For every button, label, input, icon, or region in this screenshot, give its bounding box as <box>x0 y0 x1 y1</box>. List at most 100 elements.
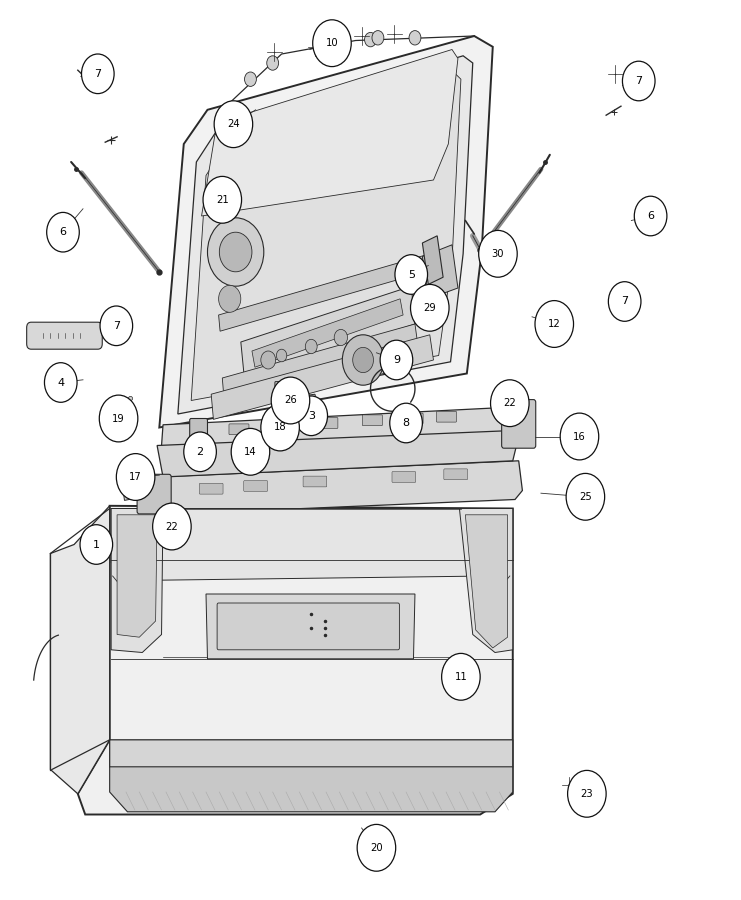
Text: 7: 7 <box>621 296 628 307</box>
Polygon shape <box>191 72 461 400</box>
Polygon shape <box>137 461 522 515</box>
Text: 4: 4 <box>57 377 64 388</box>
Circle shape <box>442 653 480 700</box>
Text: 3: 3 <box>308 410 315 421</box>
Circle shape <box>203 176 242 223</box>
Circle shape <box>372 31 384 45</box>
FancyBboxPatch shape <box>403 413 423 424</box>
Circle shape <box>535 301 574 347</box>
Circle shape <box>153 503 191 550</box>
Polygon shape <box>465 515 508 648</box>
Text: 14: 14 <box>244 446 257 457</box>
Text: 29: 29 <box>423 302 436 313</box>
Polygon shape <box>222 324 419 405</box>
Text: 6: 6 <box>59 227 67 238</box>
Circle shape <box>207 218 264 286</box>
Circle shape <box>99 395 138 442</box>
Circle shape <box>100 306 133 346</box>
Circle shape <box>261 351 276 369</box>
Polygon shape <box>422 245 458 299</box>
Polygon shape <box>202 50 458 216</box>
Polygon shape <box>110 740 513 785</box>
Circle shape <box>267 56 279 70</box>
Circle shape <box>313 20 351 67</box>
Text: 20: 20 <box>370 842 383 853</box>
Polygon shape <box>50 506 110 794</box>
Polygon shape <box>111 508 513 580</box>
FancyBboxPatch shape <box>444 469 468 480</box>
Circle shape <box>560 413 599 460</box>
Circle shape <box>634 196 667 236</box>
FancyBboxPatch shape <box>27 322 102 349</box>
Circle shape <box>245 72 256 86</box>
Circle shape <box>566 473 605 520</box>
Text: 23: 23 <box>580 788 594 799</box>
Circle shape <box>82 54 114 94</box>
Circle shape <box>479 230 517 277</box>
FancyBboxPatch shape <box>362 415 382 426</box>
Circle shape <box>409 31 421 45</box>
Text: 5: 5 <box>408 269 415 280</box>
Polygon shape <box>157 430 520 477</box>
Text: 25: 25 <box>579 491 592 502</box>
Circle shape <box>219 285 241 312</box>
Circle shape <box>214 101 253 148</box>
Circle shape <box>184 432 216 472</box>
Circle shape <box>411 284 449 331</box>
Circle shape <box>44 363 77 402</box>
Circle shape <box>334 329 348 346</box>
Polygon shape <box>110 767 513 812</box>
Text: 22: 22 <box>503 398 516 409</box>
Text: 7: 7 <box>113 320 120 331</box>
Text: 12: 12 <box>548 319 561 329</box>
Text: 24: 24 <box>227 119 240 130</box>
Circle shape <box>568 770 606 817</box>
Polygon shape <box>117 515 157 637</box>
Text: 2: 2 <box>196 446 204 457</box>
Circle shape <box>380 340 413 380</box>
Circle shape <box>491 380 529 427</box>
Circle shape <box>271 377 310 424</box>
Text: 17: 17 <box>129 472 142 482</box>
Polygon shape <box>241 286 415 380</box>
Polygon shape <box>159 36 493 428</box>
Text: 22: 22 <box>165 521 179 532</box>
Circle shape <box>365 32 376 47</box>
FancyBboxPatch shape <box>436 411 456 422</box>
Polygon shape <box>162 407 520 461</box>
Text: 7: 7 <box>94 68 102 79</box>
Polygon shape <box>252 299 403 367</box>
Polygon shape <box>78 506 513 814</box>
Text: 16: 16 <box>573 431 586 442</box>
Polygon shape <box>422 236 443 284</box>
FancyBboxPatch shape <box>229 424 249 435</box>
Text: 30: 30 <box>492 248 504 259</box>
FancyBboxPatch shape <box>269 412 288 434</box>
Circle shape <box>295 396 328 436</box>
Circle shape <box>219 232 252 272</box>
Circle shape <box>80 525 113 564</box>
Circle shape <box>335 38 347 52</box>
Text: 10: 10 <box>325 38 339 49</box>
FancyBboxPatch shape <box>217 603 399 650</box>
Circle shape <box>390 403 422 443</box>
Circle shape <box>342 335 384 385</box>
Circle shape <box>622 61 655 101</box>
FancyBboxPatch shape <box>190 418 207 438</box>
Text: 19: 19 <box>112 413 125 424</box>
Text: 9: 9 <box>393 355 400 365</box>
Text: 26: 26 <box>284 395 297 406</box>
Text: 21: 21 <box>216 194 229 205</box>
Polygon shape <box>178 56 473 414</box>
FancyBboxPatch shape <box>244 481 268 491</box>
Circle shape <box>353 347 373 373</box>
Text: 8: 8 <box>402 418 410 428</box>
Polygon shape <box>206 594 415 659</box>
Circle shape <box>116 454 155 500</box>
Circle shape <box>231 428 270 475</box>
Circle shape <box>395 255 428 294</box>
Polygon shape <box>459 508 513 652</box>
Polygon shape <box>219 254 431 331</box>
Circle shape <box>261 404 299 451</box>
Text: 7: 7 <box>635 76 642 86</box>
